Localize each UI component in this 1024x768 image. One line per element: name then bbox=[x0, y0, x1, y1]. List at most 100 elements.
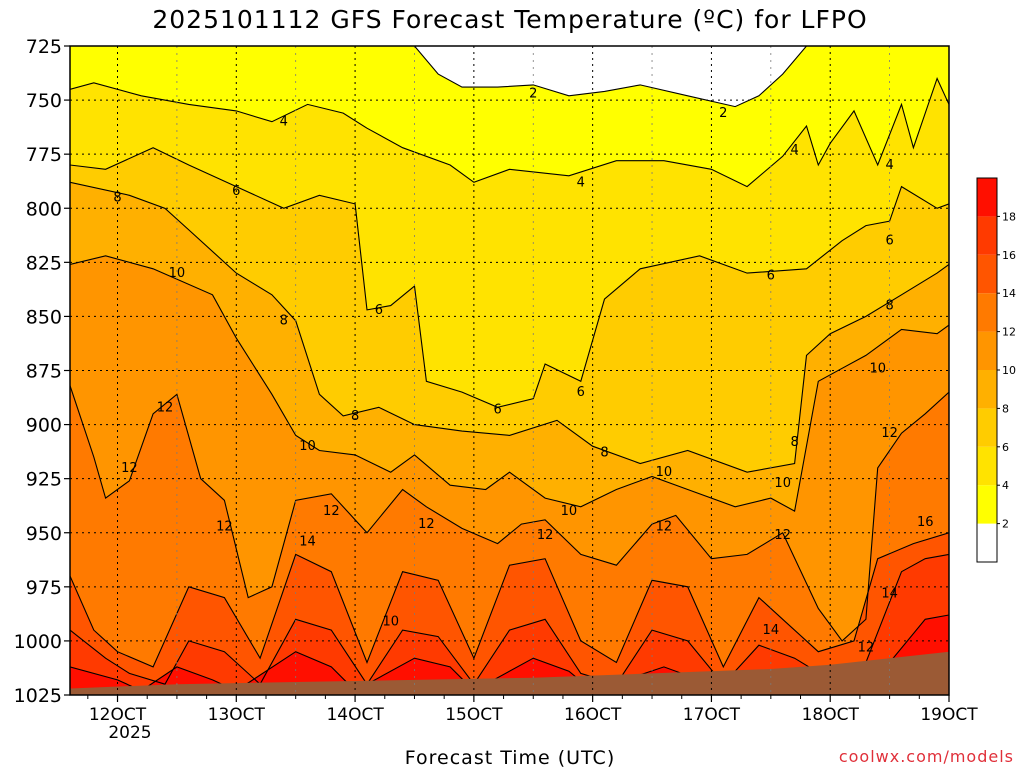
legend-tick-label: 8 bbox=[1002, 402, 1009, 415]
x-tick-label: 12OCT bbox=[89, 705, 147, 725]
contour-label: 12 bbox=[537, 528, 554, 543]
x-tick-label: 19OCT bbox=[920, 705, 978, 725]
y-tick-label: 975 bbox=[26, 577, 62, 599]
contour-label: 14 bbox=[299, 534, 316, 549]
contour-label: 10 bbox=[169, 266, 186, 281]
contour-label: 2 bbox=[719, 106, 727, 121]
contour-label: 12 bbox=[216, 519, 233, 534]
contour-label: 6 bbox=[885, 234, 893, 249]
isotherm-6 bbox=[70, 147, 949, 408]
y-tick-label: 1000 bbox=[14, 631, 62, 653]
x-tick-label: 17OCT bbox=[683, 705, 741, 725]
isotherm-10 bbox=[70, 255, 949, 512]
x-tick-label: 18OCT bbox=[802, 705, 860, 725]
contour-label: 4 bbox=[790, 143, 798, 158]
isotherm-4 bbox=[70, 77, 949, 188]
contour-label: 8 bbox=[790, 435, 798, 450]
legend-swatch bbox=[977, 216, 997, 255]
band-below-2 bbox=[414, 46, 807, 107]
isotherm-14 bbox=[70, 532, 949, 669]
legend-tick-label: 4 bbox=[1002, 479, 1009, 492]
y-tick-label: 800 bbox=[26, 198, 62, 220]
contour-label: 14 bbox=[763, 623, 780, 638]
y-tick-label: 775 bbox=[26, 144, 62, 166]
contour-label: 6 bbox=[767, 268, 775, 283]
contour-label: 12 bbox=[121, 461, 138, 476]
terrain-ground bbox=[70, 651, 949, 695]
y-tick-label: 750 bbox=[26, 90, 62, 112]
contour-labels: 2 2 4 4 4 4 6 6 6 6 6 6 8 8 8 8 8 8 10 10 10 10 10 10 10 12 12 12 12… bbox=[113, 87, 933, 656]
contour-label: 4 bbox=[577, 175, 585, 190]
contour-label: 12 bbox=[418, 517, 435, 532]
contour-label: 8 bbox=[280, 314, 288, 329]
contour-label: 8 bbox=[351, 409, 359, 424]
y-axis: 725 750 775 800 825 850 875 900 925 950 975 1000 102… bbox=[14, 36, 70, 707]
color-scale-legend: 2 4 6 8 10 12 14 16 18 bbox=[976, 177, 1016, 563]
temperature-bands bbox=[70, 46, 949, 695]
contour-label: 2 bbox=[529, 87, 537, 102]
isotherm-2 bbox=[414, 46, 807, 108]
isotherm-8 bbox=[70, 181, 949, 473]
contour-label: 4 bbox=[280, 115, 288, 130]
credit-text: coolwx.com/models bbox=[839, 747, 1014, 766]
contour-label: 10 bbox=[382, 614, 399, 629]
legend-tick-label: 12 bbox=[1002, 326, 1016, 339]
contour-label: 6 bbox=[493, 402, 501, 417]
contour-label: 12 bbox=[656, 519, 673, 534]
contour-label: 10 bbox=[774, 476, 791, 491]
x-axis: 12OCT 13OCT 14OCT 15OCT 16OCT 17OCT 18OCT 19OCT bbox=[87, 695, 978, 725]
legend-swatch bbox=[977, 446, 997, 486]
x-tick-label: 16OCT bbox=[564, 705, 622, 725]
contour-label: 6 bbox=[577, 385, 585, 400]
legend-swatch bbox=[977, 408, 997, 447]
y-tick-label: 850 bbox=[26, 306, 62, 328]
legend-swatch bbox=[977, 293, 997, 332]
contour-label: 12 bbox=[858, 640, 875, 655]
y-tick-label: 725 bbox=[26, 36, 62, 58]
contour-label: 12 bbox=[157, 400, 174, 415]
legend-tick-label: 16 bbox=[1002, 249, 1016, 262]
contour-label: 12 bbox=[881, 426, 898, 441]
x-tick-label: 13OCT bbox=[208, 705, 266, 725]
x-tick-label: 15OCT bbox=[445, 705, 503, 725]
legend-swatch bbox=[977, 254, 997, 294]
contour-label: 10 bbox=[299, 439, 316, 454]
legend-tick-label: 6 bbox=[1002, 441, 1009, 454]
contour-label: 10 bbox=[561, 504, 578, 519]
band-above-18 bbox=[70, 615, 949, 695]
x-tick-label: 14OCT bbox=[326, 705, 384, 725]
contour-label: 8 bbox=[885, 299, 893, 314]
contour-label: 8 bbox=[113, 190, 121, 205]
contour-label: 4 bbox=[885, 158, 893, 173]
contour-label: 8 bbox=[600, 446, 608, 461]
x-axis-year: 2025 bbox=[108, 723, 151, 743]
x-axis-label: Forecast Time (UTC) bbox=[405, 747, 615, 768]
contour-label: 6 bbox=[232, 184, 240, 199]
legend-swatch bbox=[977, 523, 997, 562]
y-tick-label: 875 bbox=[26, 361, 62, 383]
chart-title: 2025101112 GFS Forecast Temperature (ºC)… bbox=[152, 5, 867, 34]
legend-tick-label: 14 bbox=[1002, 287, 1016, 300]
plot-area: 2 2 4 4 4 4 6 6 6 6 6 6 8 8 8 8 8 8 10 10 10 10 10 10 10 12 12 12 12… bbox=[70, 46, 949, 695]
y-tick-label: 825 bbox=[26, 252, 62, 274]
contour-label: 14 bbox=[881, 586, 898, 601]
isotherm-12 bbox=[70, 385, 949, 642]
legend-swatch bbox=[977, 331, 997, 370]
contour-label: 12 bbox=[323, 504, 340, 519]
contour-label: 16 bbox=[917, 515, 934, 530]
contour-label: 10 bbox=[656, 465, 673, 480]
legend-swatch bbox=[977, 485, 997, 524]
y-tick-label: 900 bbox=[26, 415, 62, 437]
grid-lines bbox=[70, 46, 949, 695]
contour-label: 10 bbox=[869, 361, 886, 376]
y-tick-label: 925 bbox=[26, 469, 62, 491]
legend-tick-label: 18 bbox=[1002, 210, 1016, 223]
y-tick-label: 1025 bbox=[14, 685, 62, 707]
contour-label: 12 bbox=[774, 528, 791, 543]
y-tick-label: 950 bbox=[26, 523, 62, 545]
contour-label: 6 bbox=[375, 303, 383, 318]
legend-swatch bbox=[977, 178, 997, 217]
legend-swatch bbox=[977, 370, 997, 409]
legend-tick-label: 10 bbox=[1002, 364, 1016, 377]
legend-tick-label: 2 bbox=[1002, 518, 1009, 531]
